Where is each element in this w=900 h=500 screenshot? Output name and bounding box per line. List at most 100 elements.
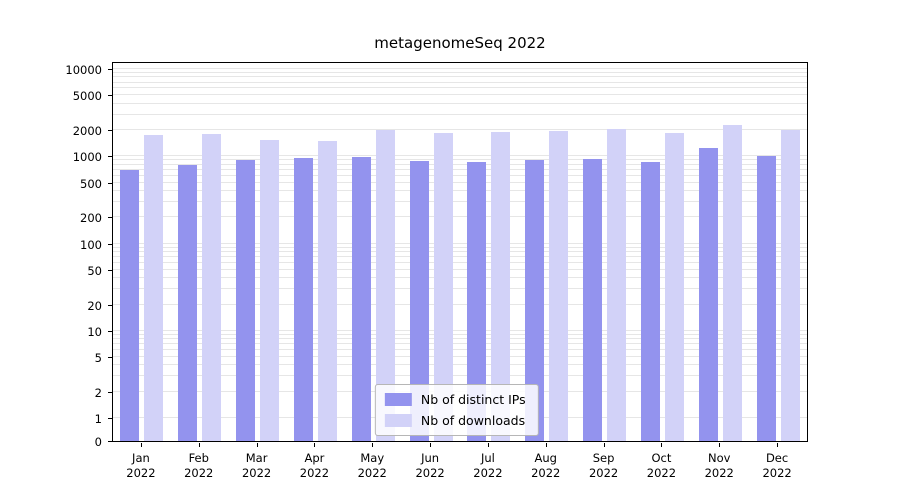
x-tick-mark [140, 443, 142, 447]
legend: Nb of distinct IPs Nb of downloads [374, 384, 539, 436]
y-tick-label: 5000 [72, 89, 102, 104]
y-tick-mark [108, 269, 112, 271]
gridline [113, 303, 807, 305]
gridline [113, 68, 807, 69]
legend-item-distinct-ips: Nb of distinct IPs [384, 392, 526, 407]
x-tick-mark [719, 443, 721, 447]
gridline [113, 343, 807, 345]
y-tick-mark [108, 357, 112, 359]
gridline [113, 129, 807, 130]
bar-distinct-ips [640, 161, 660, 441]
y-tick-label: 2 [94, 385, 102, 400]
gridline [113, 364, 807, 366]
bar-downloads [375, 130, 395, 441]
y-tick-label: 1 [94, 412, 102, 426]
gridline [113, 338, 807, 340]
x-tick-label: Nov 2022 [704, 451, 734, 480]
bar-distinct-ips [178, 164, 198, 441]
gridline [113, 261, 807, 263]
bar-downloads [433, 132, 453, 441]
x-tick-mark [603, 443, 605, 447]
gridline [113, 356, 807, 358]
gridline [113, 268, 807, 270]
legend-item-downloads: Nb of downloads [384, 413, 526, 428]
y-tick-mark [108, 243, 112, 245]
y-tick-label: 100 [80, 237, 102, 252]
bar-downloads [202, 133, 222, 441]
plot-area: Nb of distinct IPs Nb of downloads [112, 62, 808, 442]
bar-downloads [491, 131, 511, 441]
x-tick-label: Sep 2022 [588, 451, 619, 480]
gridline [113, 288, 807, 290]
bar-downloads [664, 132, 684, 441]
gridline [113, 216, 807, 218]
x-tick-mark [372, 443, 374, 447]
gridline [113, 189, 807, 191]
bar-downloads [317, 140, 337, 441]
x-tick-label: Oct 2022 [646, 451, 677, 480]
bar-distinct-ips [467, 162, 487, 441]
x-tick-mark [256, 443, 258, 447]
x-tick-mark [314, 443, 316, 447]
y-tick-mark [108, 418, 112, 419]
y-tick-label: 0 [94, 435, 102, 449]
y-tick-label: 20 [87, 298, 102, 313]
bar-downloads [260, 139, 280, 441]
y-tick-label: 5 [94, 351, 102, 366]
gridline [113, 76, 807, 78]
x-tick-label: May 2022 [357, 451, 387, 480]
bar-distinct-ips [525, 160, 545, 441]
gridline [113, 102, 807, 104]
bar-downloads [144, 135, 164, 441]
gridline [113, 94, 807, 96]
y-tick-mark [108, 182, 112, 184]
gridline [113, 333, 807, 335]
bar-distinct-ips [236, 160, 256, 441]
y-tick-label: 10 [87, 324, 102, 339]
gridline [113, 168, 807, 170]
gridline [113, 200, 807, 202]
x-tick-label: Feb 2022 [184, 451, 214, 480]
gridline [113, 163, 807, 165]
x-tick-mark [487, 443, 489, 447]
x-tick-mark [198, 443, 200, 447]
x-tick-mark [777, 443, 779, 447]
legend-swatch-downloads [384, 414, 412, 427]
y-tick-mark [108, 391, 112, 393]
bar-downloads [722, 124, 742, 441]
y-tick-mark [108, 156, 112, 158]
y-tick-label: 200 [80, 211, 102, 226]
y-tick-mark [108, 130, 112, 131]
x-tick-mark [661, 443, 663, 447]
y-tick-label: 2000 [72, 124, 102, 138]
bar-distinct-ips [583, 159, 603, 441]
y-tick-label: 10000 [65, 63, 102, 77]
gridline [113, 256, 807, 258]
gridline [113, 155, 807, 157]
bar-downloads [780, 130, 800, 441]
y-tick-label: 50 [87, 263, 102, 278]
bar-downloads [549, 130, 569, 441]
chart-title: metagenomeSeq 2022 [374, 34, 546, 52]
bar-distinct-ips [120, 169, 140, 441]
bar-distinct-ips [756, 156, 776, 441]
legend-label-distinct-ips: Nb of distinct IPs [420, 392, 526, 407]
gridline [113, 72, 807, 73]
legend-swatch-distinct-ips [384, 393, 412, 406]
x-axis: Jan 2022 Feb 2022 Mar 2022 Apr 2022 May 2022… [112, 443, 808, 495]
y-tick-mark [108, 217, 112, 219]
gridline [113, 159, 807, 161]
x-tick-mark [545, 443, 547, 447]
x-tick-label: Jan 2022 [126, 451, 156, 480]
gridline [113, 349, 807, 351]
x-tick-label: Apr 2022 [299, 451, 330, 480]
y-tick-label: 1000 [72, 150, 102, 165]
gridline [113, 277, 807, 279]
y-tick-mark [108, 304, 112, 306]
gridline [113, 250, 807, 252]
x-tick-label: Aug 2022 [531, 451, 561, 480]
gridline [113, 174, 807, 176]
bar-distinct-ips [351, 157, 371, 441]
gridline [113, 375, 807, 377]
